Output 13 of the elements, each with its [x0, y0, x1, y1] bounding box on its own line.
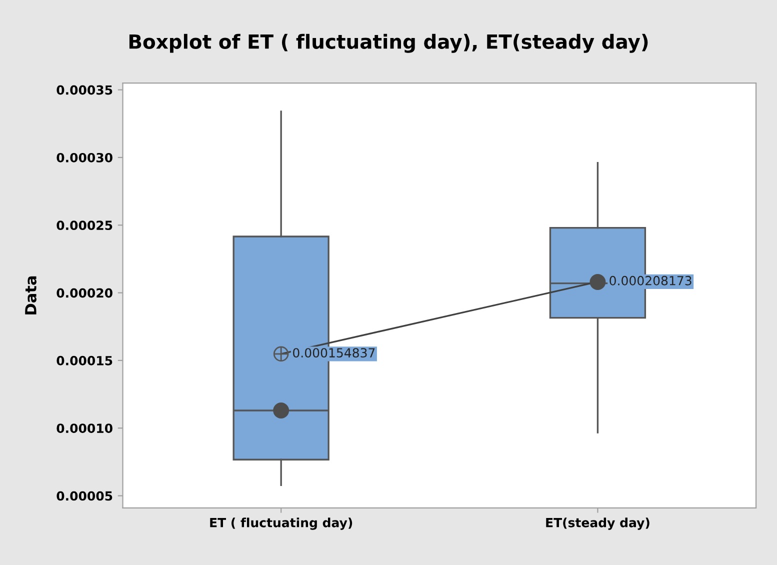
y-tick-label: 0.00005	[56, 491, 112, 501]
y-tick-label: 0.00010	[56, 424, 112, 434]
y-tick-label: 0.00015	[56, 356, 112, 366]
y-tick-label: 0.00020	[56, 288, 112, 298]
y-tick-label: 0.00025	[56, 220, 112, 230]
x-tick-label: ET(steady day)	[546, 518, 650, 530]
x-tick-label: ET ( fluctuating day)	[210, 518, 352, 530]
chart-title: Boxplot of ET ( fluctuating day), ET(steady day)	[129, 34, 648, 53]
data-label: 0.000208173	[610, 276, 692, 286]
data-label: 0.000154837	[293, 348, 375, 358]
y-tick-label: 0.00030	[56, 152, 112, 162]
y-tick-label: 0.00035	[56, 85, 112, 95]
y-axis-title: Data	[25, 276, 36, 314]
